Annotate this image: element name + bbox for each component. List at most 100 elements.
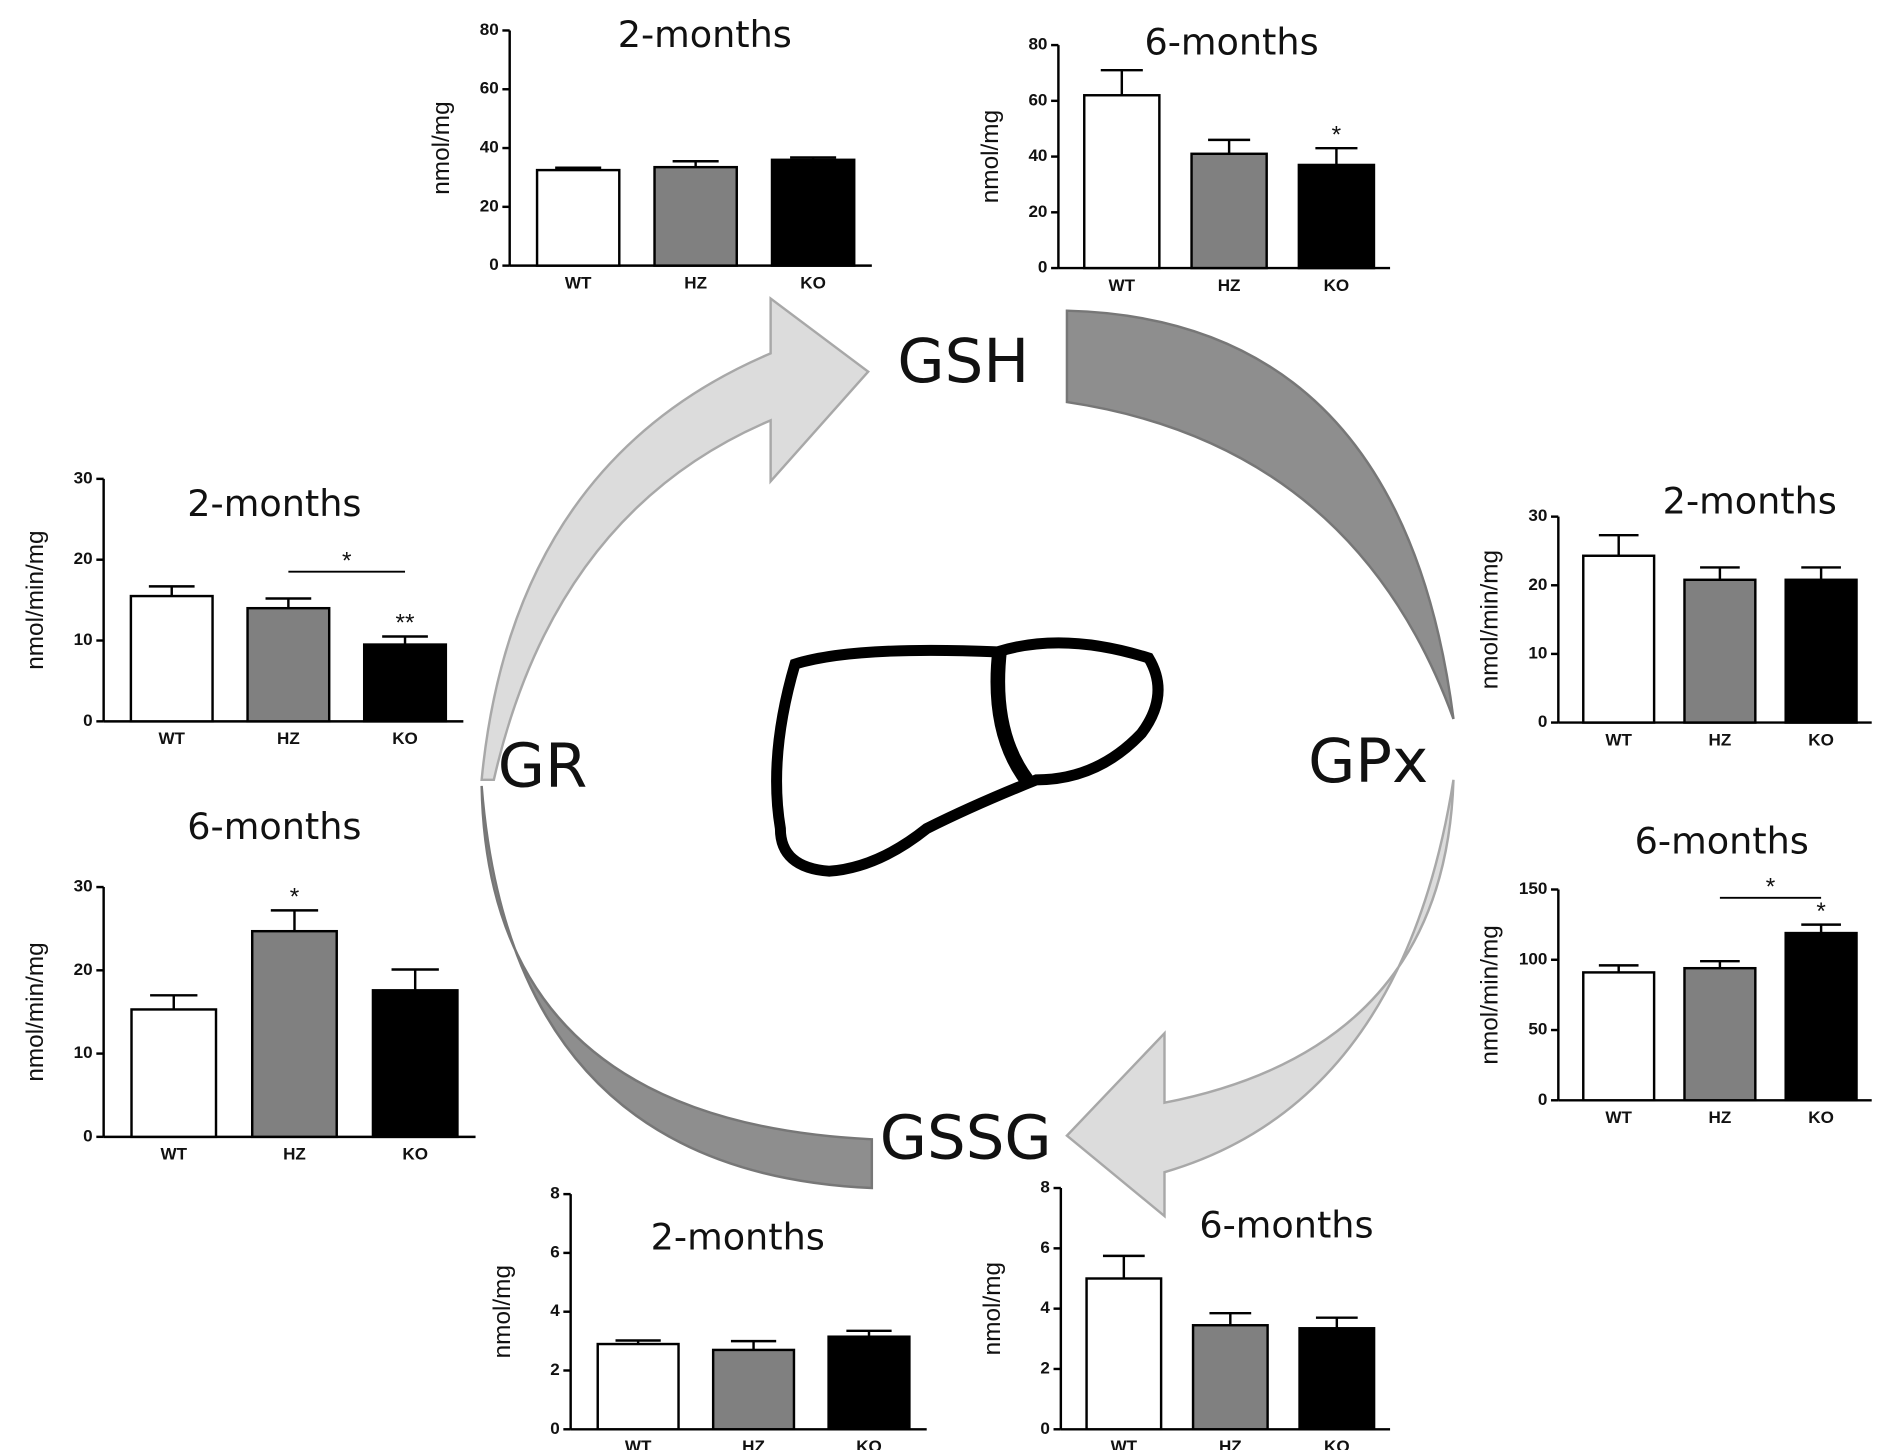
bar	[1784, 578, 1858, 724]
x-tick-label: KO	[402, 1145, 428, 1164]
bar	[1582, 554, 1656, 724]
x-tick-label: WT	[158, 729, 185, 748]
liver-lobe-line	[990, 647, 1033, 785]
y-tick-label: 0	[83, 1126, 92, 1145]
y-tick-label: 50	[1528, 1020, 1547, 1039]
y-tick-label: 4	[1040, 1298, 1050, 1317]
y-tick-label: 20	[74, 960, 93, 979]
y-axis-label: nmol/min/mg	[1477, 550, 1504, 689]
y-tick-label: 20	[74, 549, 93, 568]
y-tick-label: 4	[550, 1301, 560, 1320]
arrow-gssg	[480, 785, 874, 1190]
bar	[129, 594, 214, 723]
y-tick-label: 0	[1538, 1090, 1547, 1109]
x-tick-label: KO	[392, 729, 418, 748]
x-tick-label: WT	[565, 273, 592, 292]
chart-title: 2-months	[618, 13, 792, 56]
y-tick-label: 10	[74, 630, 93, 649]
y-tick-label: 10	[1528, 643, 1547, 662]
bar	[827, 1335, 911, 1431]
arrow-gsh	[1065, 309, 1455, 720]
bar	[362, 643, 448, 723]
y-axis-label: nmol/mg	[428, 101, 455, 194]
y-tick-label: 30	[74, 877, 93, 896]
bar	[1083, 94, 1161, 270]
y-axis-label: nmol/min/mg	[1477, 925, 1504, 1064]
y-tick-label: 30	[74, 468, 93, 487]
y-tick-label: 8	[550, 1184, 559, 1203]
x-tick-label: HZ	[277, 729, 300, 748]
significance-mark: *	[1816, 898, 1826, 925]
significance-mark: *	[1332, 121, 1342, 148]
x-tick-label: HZ	[1709, 730, 1732, 749]
x-tick-label: KO	[856, 1437, 882, 1450]
x-tick-label: KO	[800, 273, 826, 292]
x-tick-label: HZ	[1218, 276, 1241, 295]
x-tick-label: KO	[1324, 276, 1350, 295]
y-axis-label: nmol/min/mg	[22, 530, 49, 669]
gssg-label: GSSG	[880, 1102, 1052, 1173]
y-tick-label: 20	[480, 196, 499, 215]
x-tick-label: KO	[1324, 1437, 1350, 1450]
y-tick-label: 6	[550, 1242, 559, 1261]
y-tick-label: 0	[550, 1419, 559, 1438]
bar	[251, 929, 338, 1139]
x-tick-label: HZ	[742, 1437, 765, 1450]
y-tick-label: 0	[1538, 712, 1547, 731]
arrow-gr	[480, 296, 870, 782]
y-tick-label: 20	[1528, 575, 1547, 594]
y-tick-label: 0	[83, 711, 92, 730]
y-tick-label: 0	[1038, 258, 1047, 277]
chart-title: 6-months	[1144, 20, 1318, 63]
x-tick-label: WT	[1111, 1437, 1138, 1450]
y-tick-label: 150	[1519, 879, 1547, 898]
significance-mark: **	[396, 610, 415, 637]
bar	[1298, 1327, 1376, 1431]
bar	[1297, 163, 1376, 270]
y-tick-label: 20	[1028, 202, 1047, 221]
comparison-label: *	[1766, 874, 1776, 901]
y-axis-label: nmol/min/mg	[22, 942, 49, 1081]
bar	[130, 1008, 218, 1139]
y-axis-label: nmol/mg	[489, 1265, 516, 1358]
chart-title: 2-months	[651, 1216, 825, 1259]
bar	[1190, 152, 1268, 270]
bar	[371, 989, 459, 1139]
y-tick-label: 60	[1028, 90, 1047, 109]
x-tick-label: HZ	[283, 1145, 306, 1164]
x-tick-label: HZ	[1709, 1108, 1732, 1127]
y-tick-label: 40	[480, 138, 499, 157]
y-tick-label: 0	[489, 255, 498, 274]
bar	[711, 1348, 796, 1431]
chart-title: 6-months	[1635, 820, 1809, 863]
x-tick-label: WT	[160, 1145, 187, 1164]
y-axis-label: nmol/mg	[977, 110, 1004, 203]
bar	[1191, 1324, 1269, 1431]
chart-title: 6-months	[187, 805, 361, 848]
x-tick-label: KO	[1808, 1108, 1834, 1127]
bar	[1784, 931, 1858, 1102]
significance-mark: *	[290, 884, 300, 911]
y-tick-label: 100	[1519, 949, 1547, 968]
bar	[1683, 966, 1757, 1102]
y-tick-label: 6	[1040, 1238, 1049, 1257]
y-tick-label: 2	[1040, 1358, 1049, 1377]
y-tick-label: 40	[1028, 146, 1047, 165]
y-tick-label: 8	[1040, 1178, 1049, 1197]
x-tick-label: WT	[1109, 276, 1136, 295]
y-tick-label: 60	[480, 79, 499, 98]
x-tick-label: WT	[1605, 730, 1632, 749]
liver	[771, 637, 1164, 877]
y-tick-label: 10	[74, 1043, 93, 1062]
bar	[535, 168, 621, 267]
chart-title: 2-months	[187, 482, 361, 525]
x-tick-label: KO	[1808, 730, 1834, 749]
x-tick-label: HZ	[684, 273, 707, 292]
x-tick-label: HZ	[1219, 1437, 1242, 1450]
bar	[1085, 1277, 1163, 1431]
y-tick-label: 2	[550, 1360, 559, 1379]
y-axis-label: nmol/mg	[979, 1262, 1006, 1355]
bar	[596, 1342, 680, 1431]
bar	[1683, 578, 1757, 724]
